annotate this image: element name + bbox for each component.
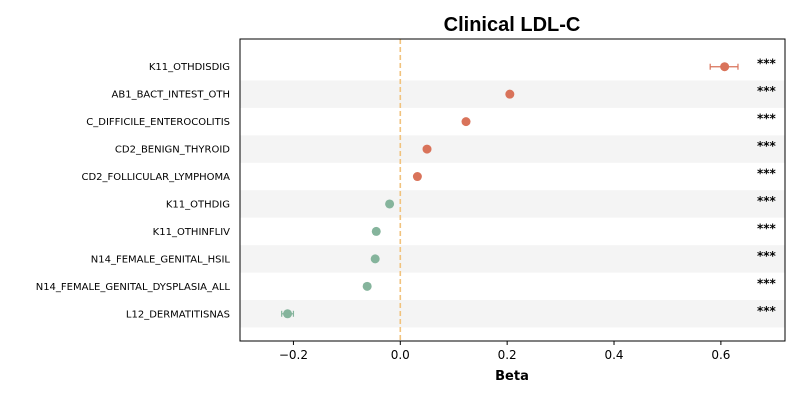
beta-marker bbox=[422, 144, 432, 154]
y-axis-label: K11_OTHDISDIG bbox=[149, 62, 230, 73]
forest-point bbox=[281, 309, 295, 319]
data-points bbox=[281, 62, 739, 319]
forest-point bbox=[385, 199, 395, 209]
row-stripe bbox=[240, 135, 785, 163]
forest-point bbox=[371, 226, 381, 236]
x-axis-ticks: −0.2 0.0 0.2 0.4 0.6 bbox=[279, 341, 730, 362]
beta-marker bbox=[283, 309, 293, 319]
forest-point bbox=[505, 89, 515, 99]
beta-marker bbox=[371, 226, 381, 236]
forest-point bbox=[362, 281, 372, 291]
y-axis-label: AB1_BACT_INTEST_OTH bbox=[112, 90, 231, 101]
forest-point bbox=[422, 144, 432, 154]
beta-marker bbox=[505, 89, 515, 99]
forest-point bbox=[370, 254, 380, 264]
x-axis-label: Beta bbox=[495, 369, 529, 384]
beta-marker bbox=[370, 254, 380, 264]
forest-point bbox=[412, 172, 422, 182]
x-tick-label: 0.0 bbox=[391, 348, 410, 362]
significance-label: *** bbox=[757, 167, 777, 181]
y-axis-label: K11_OTHDIG bbox=[166, 199, 230, 210]
x-tick-label: −0.2 bbox=[279, 348, 308, 362]
significance-label: *** bbox=[757, 194, 777, 208]
significance-label: *** bbox=[757, 304, 777, 318]
beta-marker bbox=[412, 172, 422, 182]
x-tick-label: 0.4 bbox=[604, 348, 623, 362]
significance-label: *** bbox=[757, 139, 777, 153]
significance-label: *** bbox=[757, 112, 777, 126]
beta-marker bbox=[385, 199, 395, 209]
significance-label: *** bbox=[757, 249, 777, 263]
beta-marker bbox=[461, 117, 471, 127]
beta-marker bbox=[362, 281, 372, 291]
significance-label: *** bbox=[757, 57, 777, 71]
row-stripes bbox=[240, 80, 785, 328]
y-axis-label: K11_OTHINFLIV bbox=[153, 227, 230, 238]
significance-label: *** bbox=[757, 221, 777, 235]
y-axis-label: CD2_FOLLICULAR_LYMPHOMA bbox=[81, 172, 230, 183]
forest-point bbox=[709, 62, 739, 72]
y-axis-label: C_DIFFICILE_ENTEROCOLITIS bbox=[86, 117, 230, 128]
y-axis-label: L12_DERMATITISNAS bbox=[126, 309, 230, 320]
chart-title: Clinical LDL-C bbox=[444, 14, 581, 36]
y-axis-label: N14_FEMALE_GENITAL_DYSPLASIA_ALL bbox=[36, 282, 231, 293]
forest-point bbox=[461, 117, 471, 127]
significance-labels: *** *** *** *** *** *** *** *** *** *** bbox=[757, 57, 777, 318]
x-tick-label: 0.6 bbox=[711, 348, 730, 362]
plot-frame bbox=[239, 38, 786, 342]
row-stripe bbox=[240, 190, 785, 218]
y-axis-labels: K11_OTHDISDIG AB1_BACT_INTEST_OTH C_DIFFIC… bbox=[36, 62, 231, 320]
row-stripe bbox=[240, 245, 785, 273]
significance-label: *** bbox=[757, 84, 777, 98]
significance-label: *** bbox=[757, 276, 777, 290]
x-tick-label: 0.2 bbox=[498, 348, 517, 362]
y-axis-label: N14_FEMALE_GENITAL_HSIL bbox=[91, 254, 231, 265]
row-stripe bbox=[240, 300, 785, 328]
y-axis-label: CD2_BENIGN_THYROID bbox=[115, 145, 230, 156]
beta-marker bbox=[720, 62, 730, 72]
